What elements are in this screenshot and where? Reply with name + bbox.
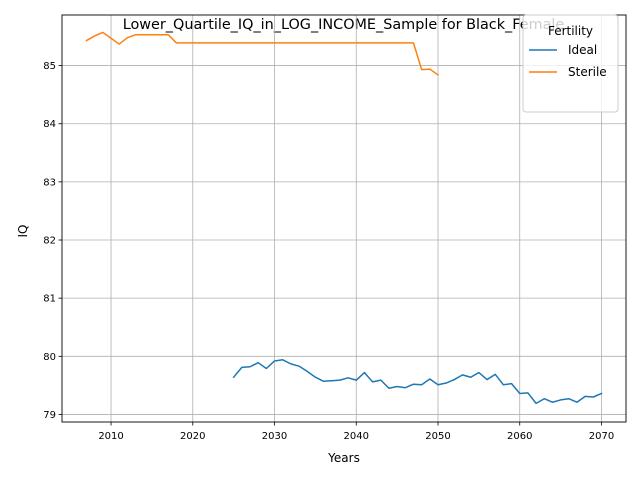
x-tick-label: 2010 <box>98 431 123 442</box>
series-line-ideal <box>232 359 603 405</box>
y-tick-label: 85 <box>43 61 56 72</box>
y-tick-label: 82 <box>43 236 56 247</box>
x-tick-label: 2050 <box>425 431 450 442</box>
legend: Fertility Ideal Sterile <box>522 14 619 113</box>
y-tick-label: 79 <box>43 410 56 421</box>
x-tick-label: 2060 <box>507 431 532 442</box>
axis-ticks: 2010 2020 2030 2040 2050 2060 2070 79 80 81 82 83 84… <box>43 61 614 442</box>
series-line-sterile <box>85 31 440 76</box>
x-axis-label: Years <box>327 451 360 465</box>
legend-label-sterile: Sterile <box>568 65 607 79</box>
y-tick-label: 84 <box>43 119 56 130</box>
y-tick-label: 81 <box>43 294 56 305</box>
legend-title: Fertility <box>548 24 593 38</box>
y-tick-label: 80 <box>43 352 56 363</box>
grid-lines <box>62 15 626 422</box>
x-tick-label: 2030 <box>262 431 287 442</box>
legend-label-ideal: Ideal <box>568 43 597 57</box>
y-axis-label: IQ <box>16 225 30 238</box>
x-tick-label: 2020 <box>180 431 205 442</box>
plot-area-frame <box>61 14 627 423</box>
chart-title: Lower_Quartile_IQ_in_LOG_INCOME_Sample f… <box>123 17 565 33</box>
legend-box <box>522 14 619 113</box>
x-tick-label: 2070 <box>589 431 614 442</box>
y-tick-label: 83 <box>43 177 56 188</box>
series-lines <box>85 31 603 405</box>
x-tick-label: 2040 <box>344 431 369 442</box>
